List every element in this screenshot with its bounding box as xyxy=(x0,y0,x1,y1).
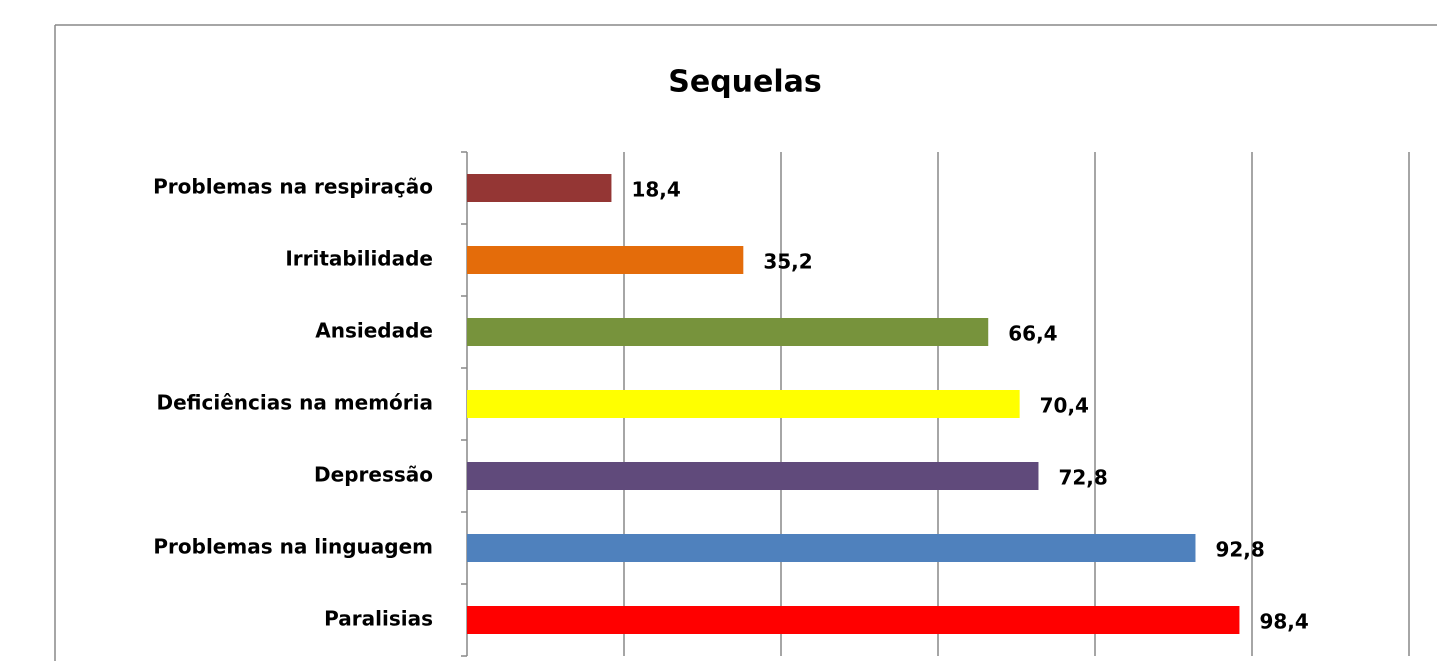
bar xyxy=(467,534,1196,562)
bar xyxy=(467,606,1240,634)
data-label: 18,4 xyxy=(631,178,680,202)
bar xyxy=(467,318,989,346)
y-tick-label: Depressão xyxy=(314,463,433,487)
chart-title: Sequelas xyxy=(668,65,822,100)
data-label: 98,4 xyxy=(1259,610,1308,634)
bar xyxy=(467,462,1039,490)
data-label: 66,4 xyxy=(1008,322,1057,346)
data-label: 35,2 xyxy=(763,250,812,274)
y-tick-label: Irritabilidade xyxy=(285,247,433,271)
y-tick-label: Problemas na linguagem xyxy=(153,535,433,559)
y-tick-label: Deficiências na memória xyxy=(157,391,433,415)
bar xyxy=(467,390,1020,418)
data-label: 72,8 xyxy=(1058,466,1107,490)
bar xyxy=(467,174,612,202)
y-tick-label: Problemas na respiração xyxy=(153,175,433,199)
data-label: 70,4 xyxy=(1040,394,1089,418)
bar xyxy=(467,246,744,274)
y-tick-label: Ansiedade xyxy=(315,319,433,343)
data-label: 92,8 xyxy=(1215,538,1264,562)
y-tick-label: Paralisias xyxy=(324,607,433,631)
